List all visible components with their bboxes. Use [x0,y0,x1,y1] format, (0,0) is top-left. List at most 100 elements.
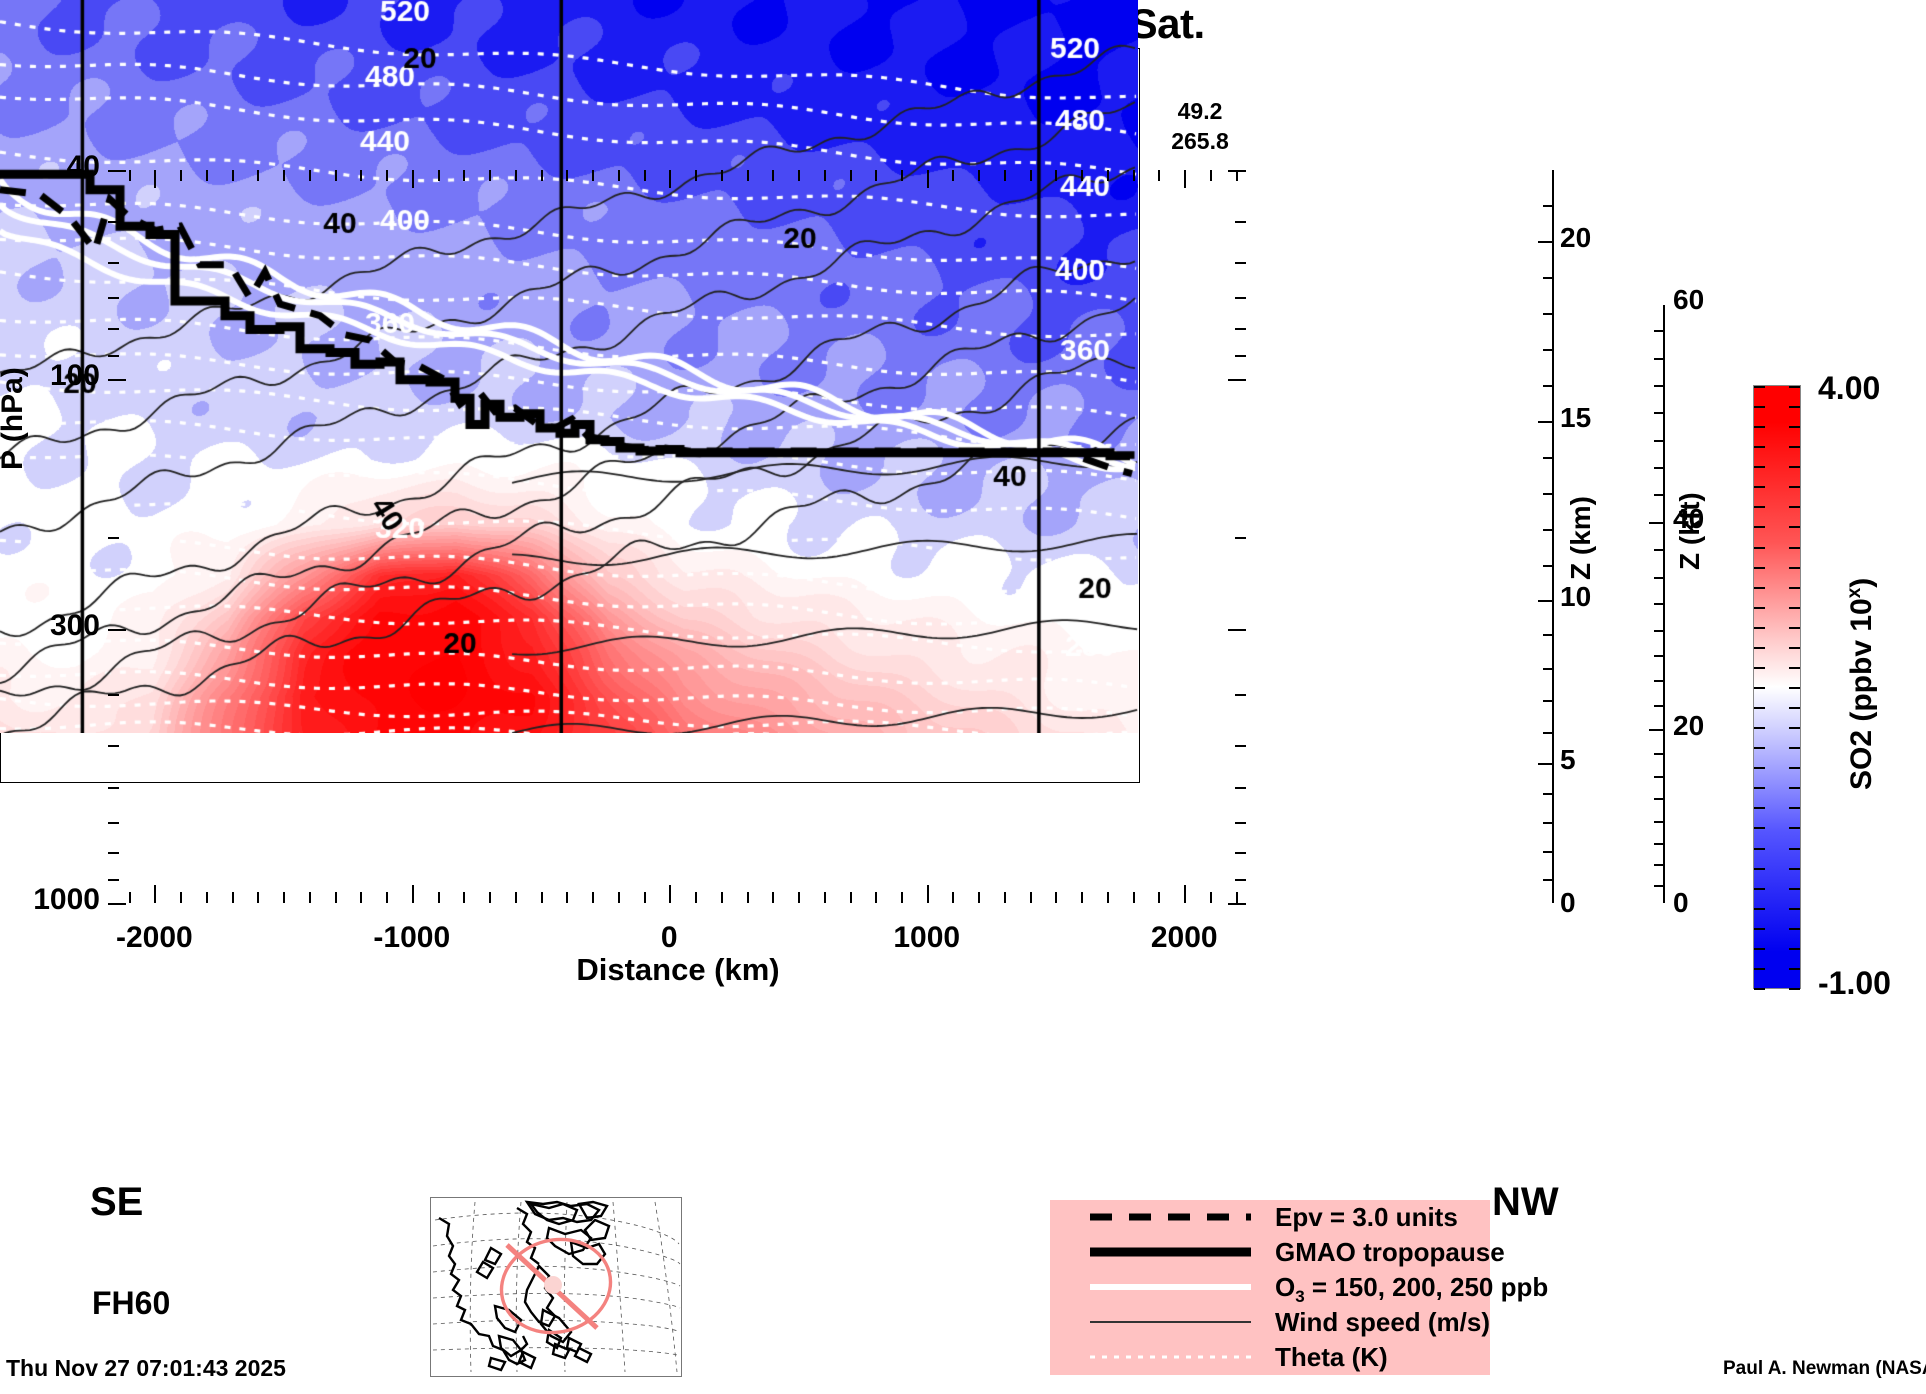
colorbar-tick [1754,727,1765,730]
z-km-tick [1543,277,1552,280]
colorbar-tick [1754,446,1765,449]
colorbar-tick [1789,767,1800,770]
y-tick [108,536,119,539]
lat-value-8: 49.2 [1177,98,1223,124]
y-tick-right [1235,786,1246,789]
colorbar-tick [1754,466,1765,469]
x-tick [128,892,131,903]
lon-value-8: 265.8 [1171,128,1229,154]
colorbar-tick [1754,566,1765,569]
x-tick [180,892,183,903]
z-km-tick [1543,492,1552,495]
x-tick [1029,892,1032,903]
z-kft-tick [1654,603,1663,606]
x-tick [463,892,466,903]
z-km-tick [1538,762,1552,765]
colorbar-tick [1754,426,1765,429]
z-kft-tick [1654,885,1663,888]
x-tick [566,892,569,903]
z-km-tick [1543,850,1552,853]
colorbar-tick [1754,687,1765,689]
legend-label-subscript: 3 [1295,1287,1305,1307]
y-tick [108,628,126,631]
colorbar-tick [1754,887,1765,890]
z-kft-tick [1654,864,1663,867]
region-circle [499,1237,613,1335]
z-kft-tick [1654,384,1663,387]
x-tick-top [154,170,157,188]
y-tick [108,327,119,330]
legend-symbol-solid-verythick-black [1088,1235,1253,1270]
z-km-tick [1538,600,1552,603]
x-tick [437,892,440,903]
z-km-tick [1543,700,1552,703]
timestamp: Thu Nov 27 07:01:43 2025 [6,1355,286,1381]
x-axis-tick-2000: 2000 [1150,921,1218,954]
x-tick [1003,892,1006,903]
y-tick [108,745,119,748]
z-km-tick-label-0: 0 [1560,886,1576,918]
colorbar[interactable] [1753,385,1801,990]
x-tick-top [257,170,260,181]
inset-location-map[interactable] [430,1197,682,1377]
z-kft-tick [1654,330,1663,333]
x-tick [411,885,414,903]
colorbar-tick [1754,787,1765,790]
x-tick-top [514,170,517,181]
so2-heatmap-canvas [0,0,1138,733]
z-km-tick-label-20: 20 [1560,222,1592,254]
x-tick [1106,892,1109,903]
x-tick [669,885,672,903]
y-tick-right [1235,297,1246,300]
x-tick-top [1003,170,1006,181]
z-kft-tick [1654,752,1663,755]
colorbar-tick [1754,827,1765,830]
colorbar-ticks [1754,386,1800,990]
colorbar-tick [1789,687,1800,689]
x-tick-top [1029,170,1032,181]
colorbar-tick [1789,867,1800,870]
colorbar-tick [1789,386,1800,388]
z-km-axis-line [1552,170,1554,903]
z-km-tick [1543,878,1552,881]
x-tick-top [720,170,723,181]
x-tick [978,892,981,903]
inset-map-svg [432,1200,681,1373]
z-km-tick [1543,822,1552,825]
cross-section-plot[interactable] [0,0,1140,783]
x-tick-top [746,170,749,181]
z-kft-tick [1654,412,1663,415]
x-tick-top [875,170,878,181]
x-tick [540,892,543,903]
z-km-axis-label: Z (km) [1565,496,1596,580]
x-tick [643,892,646,903]
z-km-tick-label-10: 10 [1560,581,1592,613]
z-kft-tick [1654,439,1663,442]
colorbar-tick [1754,847,1765,850]
x-tick [592,892,595,903]
x-tick-top [1055,170,1058,181]
y-axis-tick-100: 100 [49,358,100,392]
legend-item: GMAO tropopause [1050,1235,1505,1270]
x-tick [849,892,852,903]
x-tick [231,892,234,903]
colorbar-tick [1789,747,1800,750]
legend-item: Wind speed (m/s) [1050,1305,1490,1340]
colorbar-tick [1754,988,1765,990]
colorbar-tick [1789,707,1800,710]
x-tick-top [205,170,208,181]
colorbar-tick [1754,486,1765,489]
colorbar-tick [1789,506,1800,509]
x-tick-top [952,170,955,181]
colorbar-tick [1789,526,1800,529]
colorbar-tick [1754,707,1765,710]
colorbar-tick [1789,426,1800,429]
y-tick-right [1235,852,1246,855]
y-tick-right [1228,378,1246,381]
z-km-tick [1543,456,1552,459]
x-tick [900,892,903,903]
z-kft-tick [1654,820,1663,823]
colorbar-tick [1789,666,1800,669]
x-tick-top [823,170,826,181]
x-tick [1055,892,1058,903]
